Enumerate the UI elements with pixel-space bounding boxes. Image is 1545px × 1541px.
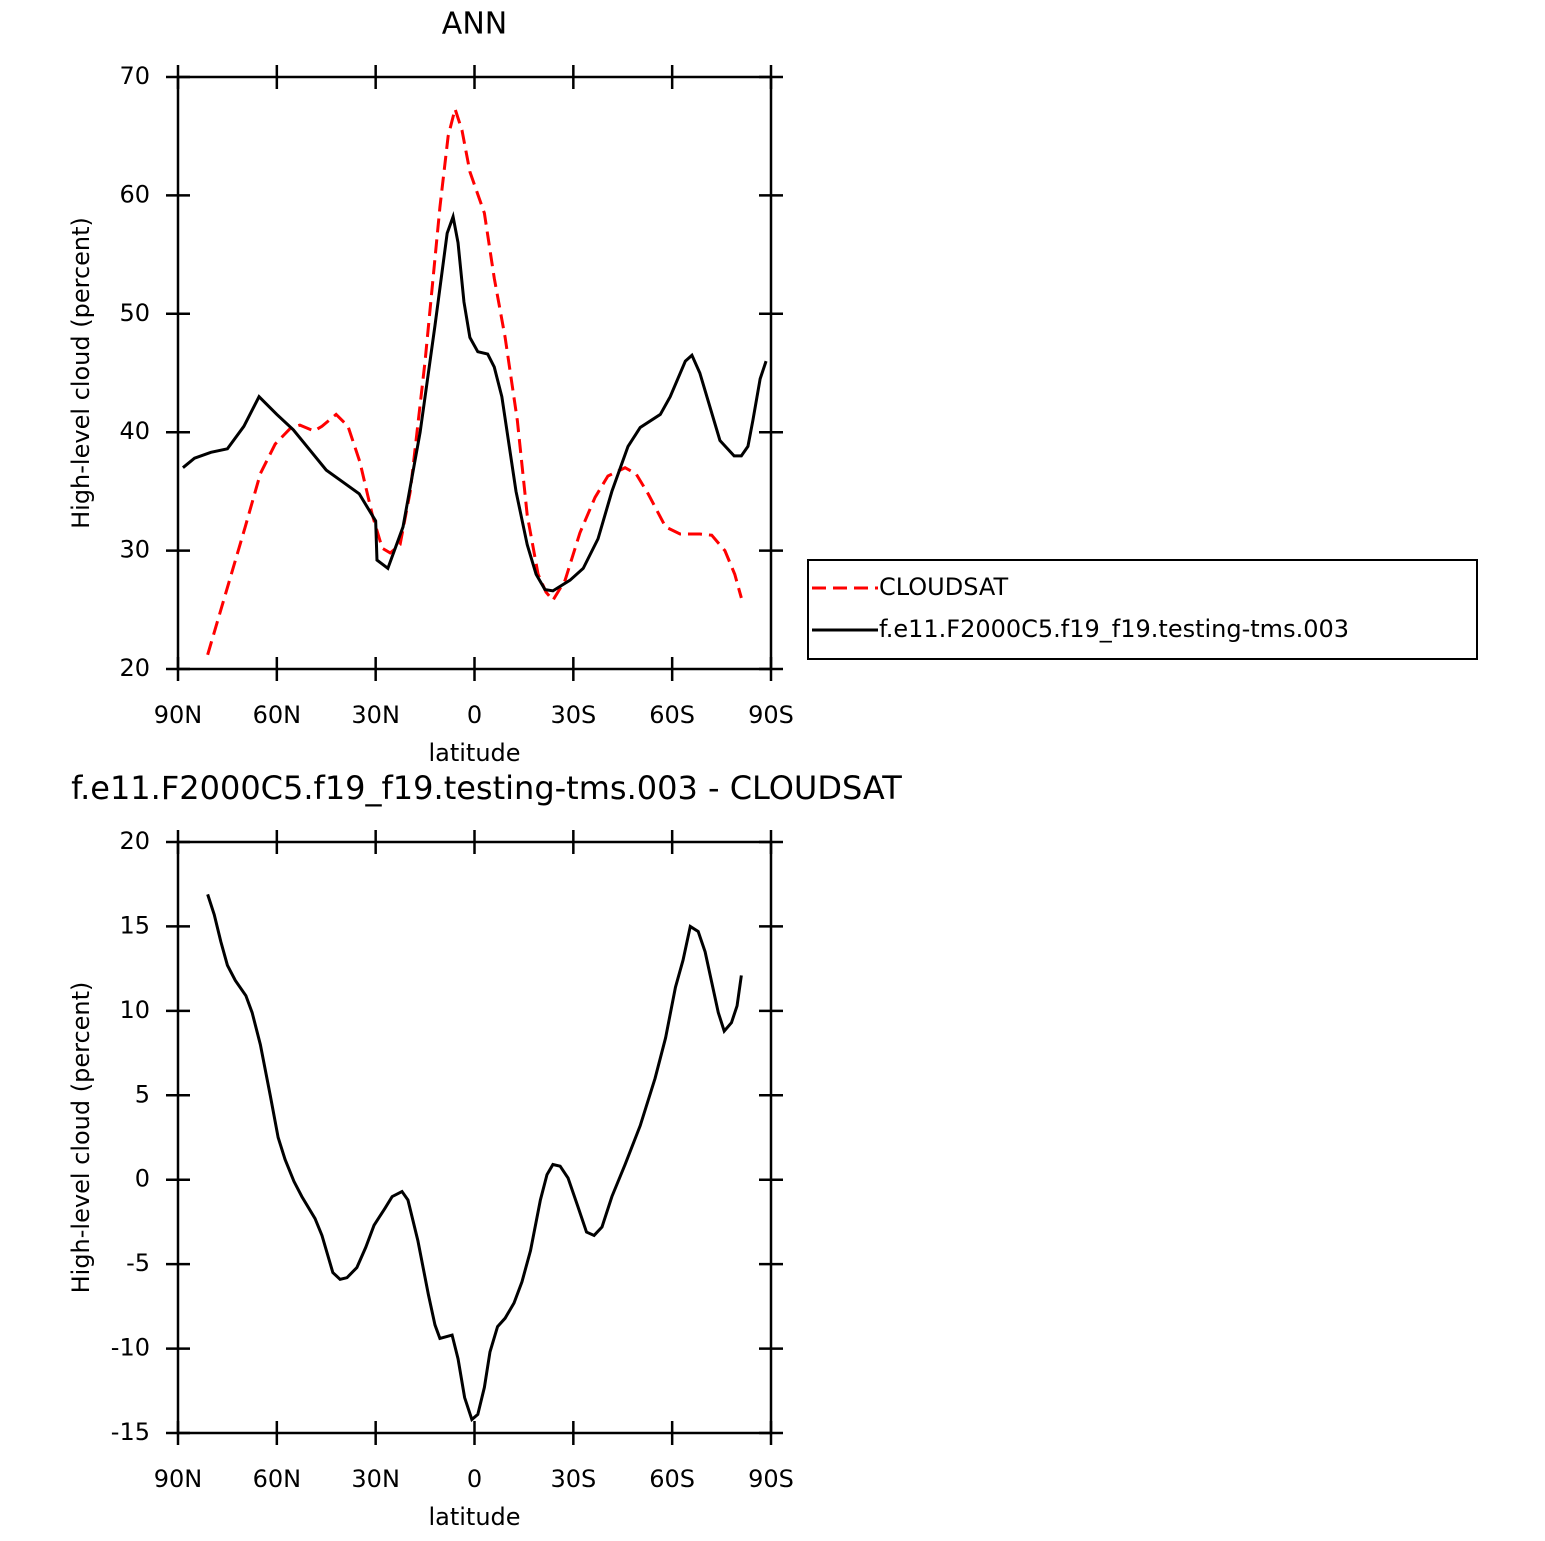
series-line — [206, 103, 743, 656]
y-tick-label: -10 — [111, 1334, 150, 1362]
y-axis-label: High-level cloud (percent) — [67, 982, 95, 1294]
x-tick-label: 30S — [550, 1465, 596, 1493]
y-tick-label: 60 — [119, 180, 150, 208]
plot-frame — [176, 840, 773, 1435]
legend: CLOUDSAT f.e11.F2000C5.f19_f19.testing-tm… — [807, 559, 1478, 660]
chart-title: ANN — [442, 7, 507, 42]
y-tick-label: 20 — [119, 827, 150, 855]
y-tick-label: 15 — [119, 911, 150, 939]
y-tick-label: 30 — [119, 536, 150, 564]
y-tick-label: 5 — [135, 1080, 150, 1108]
y-tick-label: 10 — [119, 996, 150, 1024]
x-axis-label: latitude — [428, 739, 520, 767]
y-tick-label: 0 — [135, 1165, 150, 1193]
x-tick-label: 0 — [467, 1465, 482, 1493]
plot-frame — [176, 75, 773, 671]
chart-title: f.e11.F2000C5.f19_f19.testing-tms.003 - … — [71, 769, 902, 807]
x-tick-label: 60S — [649, 701, 695, 729]
series-line — [206, 893, 743, 1423]
x-tick-label: 0 — [467, 701, 482, 729]
y-tick-label: -15 — [111, 1418, 150, 1446]
x-tick-label: 60N — [253, 1465, 302, 1493]
series-line — [181, 211, 768, 593]
x-tick-label: 90N — [154, 1465, 203, 1493]
y-tick-label: 50 — [119, 299, 150, 327]
x-tick-label: 90N — [154, 701, 203, 729]
legend-label: f.e11.F2000C5.f19_f19.testing-tms.003 — [879, 615, 1349, 643]
x-tick-label: 30N — [351, 1465, 400, 1493]
x-tick-label: 30N — [351, 701, 400, 729]
x-tick-label: 90S — [748, 701, 794, 729]
legend-box — [807, 559, 1478, 660]
legend-label: CLOUDSAT — [879, 573, 1008, 601]
y-tick-label: -5 — [126, 1249, 150, 1277]
y-tick-label: 20 — [119, 654, 150, 682]
x-tick-label: 60N — [253, 701, 302, 729]
x-axis-label: latitude — [428, 1503, 520, 1531]
y-axis-label: High-level cloud (percent) — [67, 217, 95, 529]
x-tick-label: 30S — [550, 701, 596, 729]
y-tick-label: 40 — [119, 417, 150, 445]
y-tick-label: 70 — [119, 62, 150, 90]
x-tick-label: 60S — [649, 1465, 695, 1493]
x-tick-label: 90S — [748, 1465, 794, 1493]
